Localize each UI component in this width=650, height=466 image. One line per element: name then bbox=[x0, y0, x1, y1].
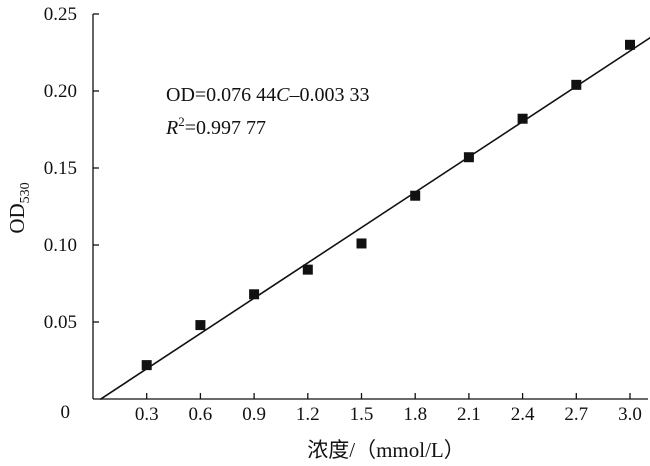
x-tick-label: 0.9 bbox=[242, 404, 266, 425]
r-squared: R2=0.997 77 bbox=[165, 114, 266, 139]
x-tick-label: 0.6 bbox=[189, 404, 213, 425]
axes bbox=[92, 14, 648, 400]
equation-prefix: OD=0.076 44 bbox=[166, 84, 276, 106]
r-squared-value: =0.997 77 bbox=[185, 117, 266, 139]
y-axis-title-sub: 530 bbox=[18, 182, 33, 203]
data-point bbox=[356, 238, 367, 249]
x-tick-label: 1.2 bbox=[296, 404, 320, 425]
data-point bbox=[141, 360, 152, 371]
data-point bbox=[571, 79, 582, 90]
x-tick-label: 0.3 bbox=[135, 404, 159, 425]
equation-variable: C bbox=[276, 84, 290, 106]
y-tick-label: 0.10 bbox=[44, 235, 77, 256]
r-squared-superscript: 2 bbox=[178, 114, 185, 129]
data-point bbox=[625, 39, 635, 50]
data-point bbox=[410, 190, 421, 201]
y-axis-title: OD530 bbox=[5, 182, 33, 233]
x-tick-label: 2.4 bbox=[511, 404, 535, 425]
tick-labels: 0.3 0.6 0.9 1.2 1.5 1.8 2.1 2.4 2.7 3.0 0.05 0.10 0.… bbox=[44, 4, 642, 425]
y-axis-title-main: OD bbox=[5, 203, 29, 233]
x-tick-label: 1.5 bbox=[350, 404, 374, 425]
r-squared-variable: R bbox=[165, 117, 178, 139]
y-tick-label: 0.25 bbox=[44, 4, 77, 25]
x-tick-label: 3.0 bbox=[618, 404, 642, 425]
regression-equation: OD=0.076 44C–0.003 33 bbox=[166, 84, 370, 106]
x-tick-label: 1.8 bbox=[403, 404, 427, 425]
data-points bbox=[141, 39, 635, 371]
data-point bbox=[195, 320, 206, 331]
x-axis-title: 浓度/（mmol/L） bbox=[307, 438, 465, 462]
y-tick-label: 0.15 bbox=[44, 158, 77, 179]
y-tick-label: 0.05 bbox=[44, 312, 77, 333]
data-point bbox=[517, 113, 528, 124]
data-point bbox=[302, 264, 313, 275]
data-point bbox=[249, 289, 260, 300]
origin-label: 0 bbox=[61, 402, 71, 423]
x-tick-label: 2.1 bbox=[457, 404, 481, 425]
equation-suffix: –0.003 33 bbox=[289, 84, 370, 106]
ticks bbox=[93, 13, 631, 399]
data-point bbox=[463, 152, 474, 163]
x-tick-label: 2.7 bbox=[564, 404, 588, 425]
y-tick-label: 0.20 bbox=[44, 81, 77, 102]
